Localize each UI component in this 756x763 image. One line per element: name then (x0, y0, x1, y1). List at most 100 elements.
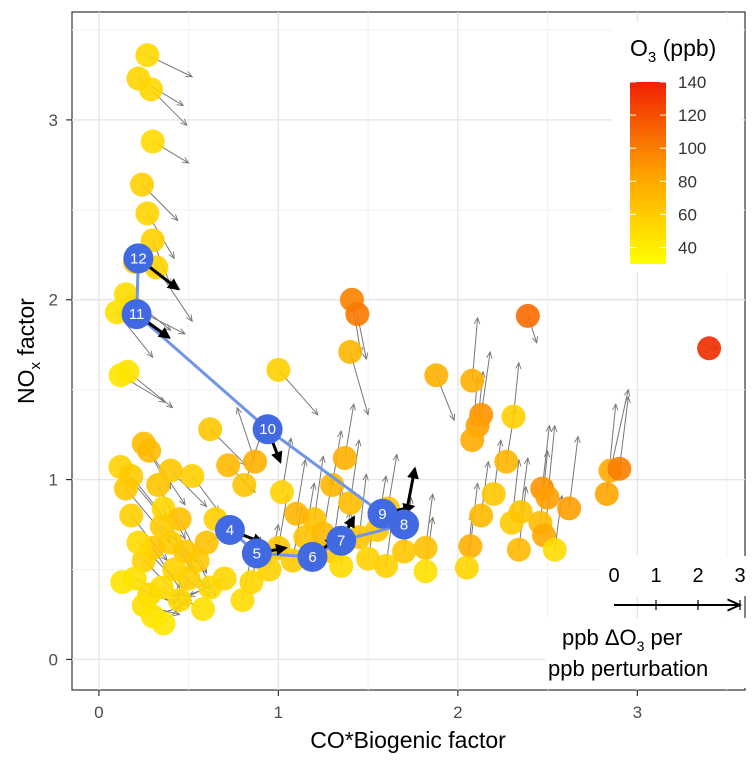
data-point (413, 559, 438, 584)
vector-scale-tick-label: 2 (692, 565, 703, 587)
data-point (140, 129, 165, 154)
data-point (424, 363, 449, 388)
trajectory-point-label: 11 (129, 306, 145, 323)
data-point (458, 534, 483, 559)
x-tick-label: 0 (94, 703, 103, 722)
data-point (138, 77, 163, 102)
data-point (129, 172, 154, 197)
trajectory: 4 5 6 7 98 10 11 12 (121, 243, 420, 572)
trajectory-point (214, 514, 245, 545)
trajectory-point-label: 6 (308, 549, 316, 566)
data-point (198, 417, 223, 442)
data-point (126, 530, 151, 555)
data-point (212, 566, 237, 591)
vector-scale-label-line2: ppb perturbation (548, 656, 708, 681)
data-point (535, 485, 560, 510)
data-point (232, 472, 257, 497)
data-point (329, 553, 354, 578)
x-axis-label: CO*Biogenic factor (310, 727, 506, 753)
data-point (460, 428, 485, 453)
legend-tick-label: 120 (678, 106, 706, 125)
data-point (119, 503, 144, 528)
legend-tick-label: 60 (678, 205, 697, 224)
x-tick-label: 1 (274, 703, 283, 722)
vector-scale-tick-label: 1 (650, 565, 661, 587)
trajectory-point-label: 9 (378, 506, 386, 523)
data-point (266, 357, 291, 382)
data-point (338, 490, 363, 515)
data-point (413, 535, 438, 560)
data-point (508, 499, 533, 524)
data-point (594, 481, 619, 506)
data-point (515, 303, 540, 328)
data-point (167, 588, 192, 613)
vector-scale-tick-label: 0 (608, 565, 619, 587)
trajectory-point (123, 243, 154, 274)
data-point (149, 514, 174, 539)
data-point (151, 611, 176, 636)
data-point (320, 472, 345, 497)
trajectory-point (389, 509, 420, 540)
data-point (469, 503, 494, 528)
trajectory-point (241, 538, 272, 569)
data-point (137, 438, 162, 463)
data-point (356, 546, 381, 571)
color-legend: O3 (ppb) 140 120 100 80 60 40 (612, 22, 742, 272)
trajectory-point-label: 10 (259, 421, 276, 438)
vector-scale-label-bg (545, 618, 750, 688)
vector-scale-tick-label: 3 (734, 565, 745, 587)
x-tick-label: 2 (453, 703, 462, 722)
data-point (216, 453, 241, 478)
data-point (607, 456, 632, 481)
data-point (345, 302, 370, 327)
trajectory-point (297, 541, 328, 572)
data-point (454, 555, 479, 580)
data-point (374, 553, 399, 578)
data-point (146, 472, 171, 497)
data-point (697, 336, 722, 361)
trajectory-point-label: 8 (400, 517, 408, 534)
x-tick-label: 3 (633, 703, 642, 722)
trajectory-point-label: 4 (226, 522, 234, 539)
legend-tick-label: 140 (678, 73, 706, 92)
data-point (501, 404, 526, 429)
y-tick-label: 3 (49, 111, 58, 130)
y-tick-label: 2 (49, 291, 58, 310)
data-point (194, 530, 219, 555)
data-point (191, 597, 216, 622)
data-point (108, 363, 133, 388)
data-point (460, 368, 485, 393)
sensitivity-vector (618, 397, 628, 469)
data-point (506, 537, 531, 562)
vector-scale-ticks: 0 1 2 3 (600, 556, 748, 610)
data-point (332, 446, 357, 471)
data-point (110, 570, 135, 595)
data-point (180, 463, 205, 488)
y-axis-label: NOx factor (13, 298, 44, 404)
data-point (338, 339, 363, 364)
legend-tick-label: 80 (678, 172, 697, 191)
data-point (557, 496, 582, 521)
y-tick-label: 0 (49, 650, 58, 669)
data-point (239, 570, 264, 595)
trajectory-point (326, 525, 357, 556)
data-point (113, 476, 138, 501)
legend-ticks: 140 120 100 80 60 40 (630, 73, 706, 257)
y-axis-ticks: 0 1 2 3 (49, 111, 72, 669)
data-point (494, 449, 519, 474)
data-point (173, 539, 198, 564)
data-point (542, 537, 567, 562)
y-tick-label: 1 (49, 471, 58, 490)
legend-colorbar (630, 82, 666, 264)
data-point (135, 201, 160, 226)
legend-tick-label: 40 (678, 238, 697, 257)
legend-title: O3 (ppb) (630, 35, 716, 66)
trajectory-point (121, 299, 152, 330)
data-point (284, 501, 309, 526)
trajectory-point-label: 5 (253, 545, 261, 562)
trajectory-point-label: 12 (130, 250, 147, 267)
vector-scale-label-line1: ppb ΔO3 per (562, 625, 682, 654)
trajectory-point-label: 7 (337, 533, 345, 550)
